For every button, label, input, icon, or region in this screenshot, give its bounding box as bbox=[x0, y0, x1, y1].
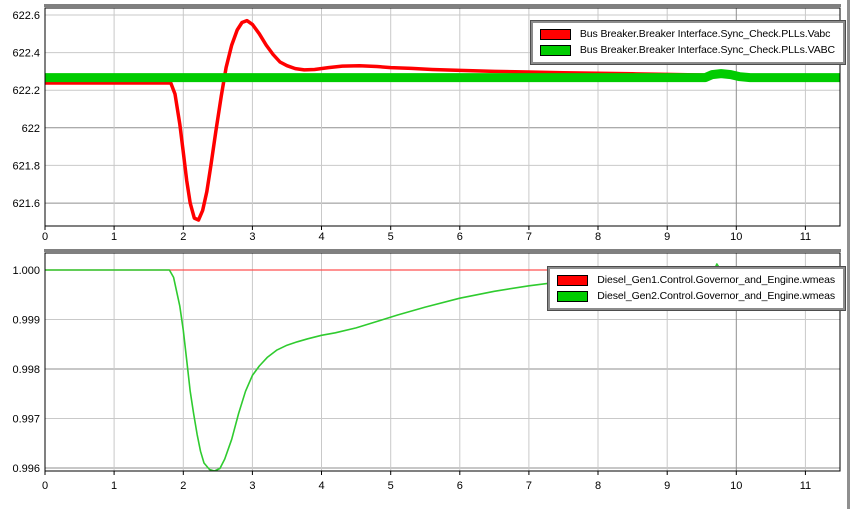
y-tick-label: 0.999 bbox=[12, 315, 40, 327]
top-chart-legend[interactable]: Bus Breaker.Breaker Interface.Sync_Check… bbox=[530, 21, 845, 64]
legend-row: Bus Breaker.Breaker Interface.Sync_Check… bbox=[539, 26, 835, 42]
series-color-swatch bbox=[539, 44, 571, 56]
series-color-swatch bbox=[557, 274, 589, 286]
x-tick-label: 4 bbox=[318, 480, 324, 492]
y-tick-label: 622.2 bbox=[12, 85, 40, 97]
plot-frame bbox=[44, 252, 841, 472]
x-tick-label: 2 bbox=[180, 231, 186, 243]
y-tick-label: 622.6 bbox=[12, 10, 40, 22]
x-tick-label: 4 bbox=[318, 231, 324, 243]
window-edge bbox=[847, 0, 850, 509]
legend-label: Diesel_Gen1.Control.Governor_and_Engine.… bbox=[597, 273, 835, 286]
x-tick-label: 5 bbox=[388, 231, 394, 243]
x-tick-label: 10 bbox=[730, 480, 742, 492]
series-Vabc bbox=[45, 18, 840, 222]
x-tick-label: 3 bbox=[249, 231, 255, 243]
legend-row: Diesel_Gen2.Control.Governor_and_Engine.… bbox=[557, 288, 835, 304]
x-tick-label: 9 bbox=[664, 480, 670, 492]
legend-label: Bus Breaker.Breaker Interface.Sync_Check… bbox=[579, 43, 835, 56]
x-tick-label: 8 bbox=[595, 480, 601, 492]
plot-frame bbox=[44, 7, 841, 227]
series-VABC bbox=[45, 69, 840, 83]
y-tick-label: 0.997 bbox=[12, 414, 40, 426]
legend-label: Diesel_Gen2.Control.Governor_and_Engine.… bbox=[597, 289, 835, 302]
x-tick-label: 10 bbox=[730, 231, 742, 243]
y-tick-label: 1.000 bbox=[12, 265, 40, 277]
y-tick-label: 0.996 bbox=[12, 463, 40, 475]
chart-panel-0: 0 1 2 3 4 5 6 7 8 9 10 11 622.6 622.4 622.2 622 621.8 621… bbox=[12, 4, 841, 243]
series-color-swatch bbox=[539, 28, 571, 40]
legend-row: Diesel_Gen1.Control.Governor_and_Engine.… bbox=[557, 272, 835, 288]
x-tick-label: 8 bbox=[595, 231, 601, 243]
legend-row: Bus Breaker.Breaker Interface.Sync_Check… bbox=[539, 42, 835, 58]
x-tick-label: 3 bbox=[249, 480, 255, 492]
x-tick-label: 2 bbox=[180, 480, 186, 492]
x-tick-label: 7 bbox=[526, 231, 532, 243]
x-tick-label: 1 bbox=[111, 231, 117, 243]
x-tick-label: 11 bbox=[800, 480, 811, 492]
x-tick-label: 0 bbox=[42, 231, 48, 243]
x-tick-label: 11 bbox=[800, 231, 811, 243]
x-tick-label: 9 bbox=[664, 231, 670, 243]
x-tick-label: 6 bbox=[457, 231, 463, 243]
y-tick-label: 0.998 bbox=[12, 364, 40, 376]
legend-label: Bus Breaker.Breaker Interface.Sync_Check… bbox=[579, 27, 831, 40]
y-tick-label: 621.8 bbox=[12, 160, 40, 172]
bottom-chart-legend[interactable]: Diesel_Gen1.Control.Governor_and_Engine.… bbox=[548, 267, 845, 310]
y-tick-label: 621.6 bbox=[12, 198, 40, 210]
x-tick-label: 7 bbox=[526, 480, 532, 492]
series-color-swatch bbox=[557, 290, 589, 302]
x-tick-label: 1 bbox=[111, 480, 117, 492]
y-tick-label: 622 bbox=[22, 123, 40, 135]
x-tick-label: 5 bbox=[388, 480, 394, 492]
y-tick-label: 622.4 bbox=[12, 48, 40, 60]
x-tick-label: 0 bbox=[42, 480, 48, 492]
x-tick-label: 6 bbox=[457, 480, 463, 492]
